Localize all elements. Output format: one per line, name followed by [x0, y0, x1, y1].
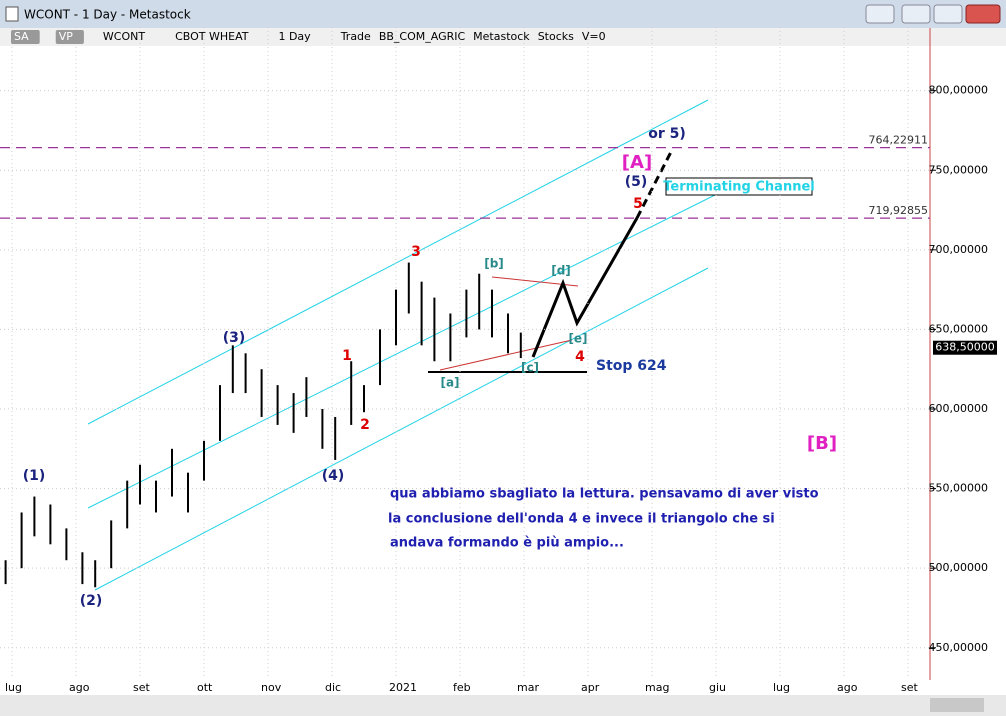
- restore-panel[interactable]: [865, 4, 895, 24]
- wave-label: 3: [411, 244, 421, 260]
- toolbar-item: Metastock: [473, 30, 530, 43]
- wave-label: (5): [625, 174, 648, 190]
- x-tick-label: giu: [709, 681, 726, 694]
- note-line: qua abbiamo sbagliato la lettura. pensav…: [390, 487, 819, 502]
- y-tick-label: 700,00000: [929, 243, 989, 256]
- x-tick-label: dic: [325, 681, 341, 694]
- toolbar-item: SA: [14, 30, 29, 43]
- price-axis: [930, 46, 1006, 680]
- channel-label: Terminating Channel: [663, 180, 815, 195]
- wave-label: [A]: [622, 152, 652, 173]
- projection: [531, 217, 639, 358]
- note-line: la conclusione dell'onda 4 e invece il t…: [388, 512, 775, 527]
- date-axis: [0, 680, 1006, 695]
- channel-middle: [87, 184, 736, 509]
- toolbar-item: Stocks: [538, 30, 574, 43]
- toolbar-item: 1 Day: [278, 30, 311, 43]
- toolbar: [0, 28, 1006, 46]
- x-tick-label: nov: [261, 681, 282, 694]
- x-tick-label: lug: [773, 681, 790, 694]
- wave-label: or 5): [648, 126, 686, 142]
- toolbar-item: VP: [59, 30, 74, 43]
- x-tick-label: ott: [197, 681, 213, 694]
- toolbar-item: CBOT WHEAT: [175, 30, 249, 43]
- x-tick-label: lug: [5, 681, 22, 694]
- x-tick-label: apr: [581, 681, 600, 694]
- last-price-label: 638,50000: [935, 341, 995, 354]
- x-tick-label: 2021: [389, 681, 417, 694]
- wave-label: [B]: [807, 433, 837, 454]
- wave-label: (2): [80, 593, 103, 609]
- wave-label: (3): [223, 330, 246, 346]
- toolbar-item: BB_COM_AGRIC: [379, 30, 466, 43]
- x-tick-label: ago: [69, 681, 90, 694]
- last-price-box: [933, 340, 997, 355]
- wave-label: [d]: [551, 264, 571, 278]
- chart: [0, 27, 930, 678]
- wave-label: [c]: [521, 361, 539, 375]
- wave-label: [b]: [484, 257, 504, 271]
- wave-label: 2: [360, 417, 370, 433]
- wave-label: 4: [575, 349, 585, 365]
- wave-label: [a]: [440, 376, 459, 390]
- toolbar-button: [55, 30, 84, 44]
- y-tick-label: 650,00000: [929, 322, 989, 335]
- y-tick-label: 800,00000: [929, 84, 989, 97]
- maximize[interactable]: [933, 4, 963, 24]
- x-tick-label: ago: [837, 681, 858, 694]
- scrollbar[interactable]: [0, 695, 1006, 716]
- toolbar-item: WCONT: [103, 30, 145, 43]
- close[interactable]: [965, 4, 1001, 24]
- x-tick-label: set: [901, 681, 918, 694]
- channel-lower: [94, 267, 709, 591]
- title-bar: [0, 0, 1006, 28]
- y-tick-label: 600,00000: [929, 402, 989, 415]
- x-tick-label: set: [133, 681, 150, 694]
- scroll-thumb[interactable]: [930, 698, 984, 712]
- triangle-bottom: [439, 339, 573, 371]
- x-tick-label: mar: [517, 681, 539, 694]
- minimize[interactable]: [901, 4, 931, 24]
- app-icon: [5, 6, 19, 22]
- y-tick-label: 500,00000: [929, 561, 989, 574]
- label-box: [665, 177, 813, 196]
- note-line: andava formando è più ampio...: [390, 536, 624, 551]
- y-tick-label: 750,00000: [929, 163, 989, 176]
- channel: [87, 99, 736, 591]
- x-tick-label: mag: [645, 681, 669, 694]
- y-tick-label: 550,00000: [929, 482, 989, 495]
- wave-label: 5: [633, 196, 643, 212]
- wave-label: [e]: [568, 332, 587, 346]
- toolbar-button: [11, 30, 40, 44]
- wave-label: 1: [342, 348, 352, 364]
- channel-upper: [87, 99, 709, 425]
- plot-area: [0, 46, 930, 680]
- stop-label: Stop 624: [596, 358, 667, 374]
- x-tick-label: feb: [453, 681, 471, 694]
- toolbar-item: V=0: [582, 30, 606, 43]
- toolbar-item: Trade: [340, 30, 371, 43]
- wave-label: (1): [23, 468, 46, 484]
- y-tick-label: 450,00000: [929, 641, 989, 654]
- level-label: 764,22911: [869, 134, 929, 147]
- window-title: WCONT - 1 Day - Metastock: [24, 8, 191, 22]
- wave-label: (4): [322, 468, 345, 484]
- level-label: 719,92855: [869, 204, 929, 217]
